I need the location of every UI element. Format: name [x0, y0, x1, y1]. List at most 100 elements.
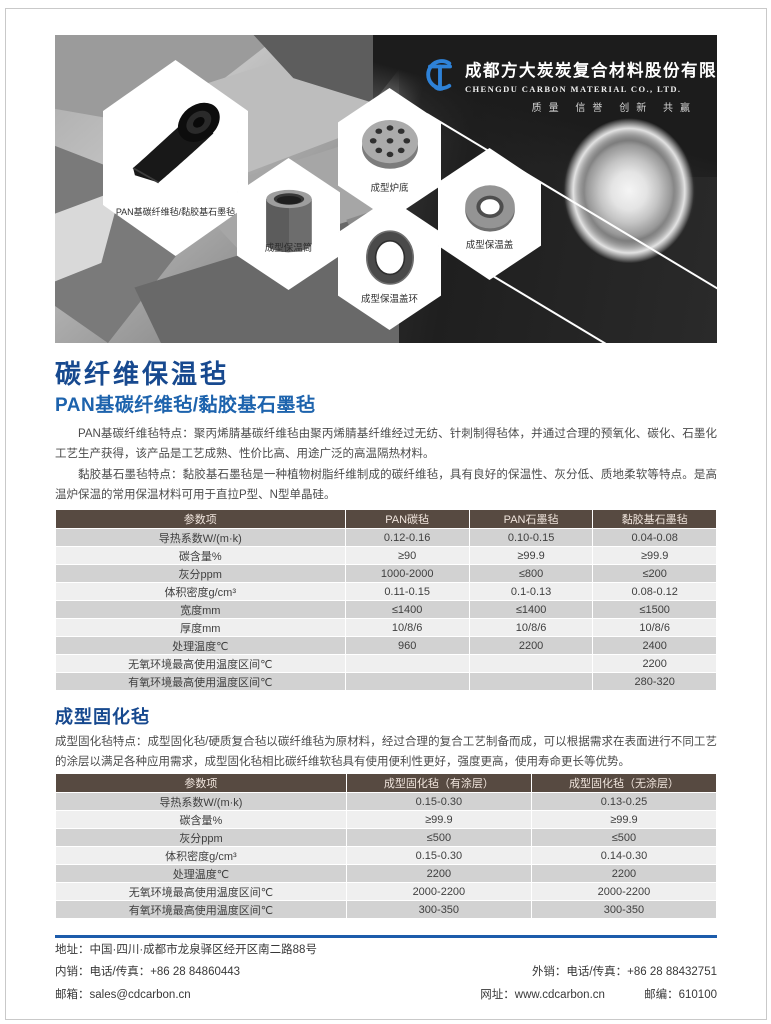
value-cell: 0.15-0.30: [345, 846, 532, 865]
company-logo-icon: [426, 59, 452, 91]
param-cell: 导热系数W/(m·k): [55, 528, 346, 547]
value-cell: [468, 654, 594, 673]
value-cell: [344, 654, 470, 673]
footer: 地址：中国·四川·成都市龙泉驿区经开区南二路88号 内销：电话/传真：+86 2…: [55, 944, 717, 1011]
table-row: 碳含量% ≥90 ≥99.9 ≥99.9: [55, 546, 717, 565]
param-cell: 灰分ppm: [55, 828, 347, 847]
value-cell: 0.04-0.08: [592, 528, 717, 547]
product-image-dark-ring: [365, 230, 414, 285]
section2-title: 成型固化毡: [55, 707, 150, 727]
table-row: 处理温度℃ 960 2200 2400: [55, 636, 717, 655]
section1-paragraph-1: PAN基碳纤维毡特点：聚丙烯腈基碳纤维毡由聚丙烯腈基纤维经过无纺、针刺制得毡体，…: [55, 428, 717, 461]
section2-spec-table: 参数项 成型固化毡（有涂层） 成型固化毡（无涂层） 导热系数W/(m·k) 0.15-…: [55, 773, 718, 919]
value-cell: 0.11-0.15: [344, 582, 470, 601]
column-header: 参数项: [55, 509, 346, 529]
value-cell: [468, 672, 594, 691]
product-label: PAN基碳纤维毡/黏胶基石墨毡: [115, 207, 236, 217]
table-row: 处理温度℃ 2200 2200: [55, 864, 718, 883]
value-cell: ≤800: [468, 564, 594, 583]
value-cell: 2200: [345, 864, 532, 883]
column-header: 成型固化毡（有涂层）: [345, 773, 532, 793]
value-cell: 2000-2200: [345, 882, 532, 901]
param-cell: 处理温度℃: [55, 636, 346, 655]
column-header: PAN石墨毡: [468, 509, 594, 529]
param-cell: 碳含量%: [55, 810, 347, 829]
page-title: 碳纤维保温毡: [55, 359, 230, 389]
product-image-cylinder: [265, 189, 312, 253]
table-row: 体积密度g/cm³ 0.15-0.30 0.14-0.30: [55, 846, 718, 865]
param-cell: 宽度mm: [55, 600, 346, 619]
value-cell: 0.13-0.25: [530, 792, 718, 811]
value-cell: 1000-2000: [344, 564, 470, 583]
product-image-perforated-disc: [361, 120, 418, 169]
param-cell: 有氧环境最高使用温度区间℃: [55, 672, 346, 691]
section1-subtitle: PAN基碳纤维毡/黏胶基石墨毡: [55, 395, 316, 416]
value-cell: 960: [344, 636, 470, 655]
value-cell: 2200: [530, 864, 718, 883]
table-row: 有氧环境最高使用温度区间℃ 280-320: [55, 672, 717, 691]
param-cell: 体积密度g/cm³: [55, 846, 347, 865]
product-label: 成型炉底: [370, 183, 409, 194]
hero-banner: 成都方大炭炭复合材料股份有限公司 CHENGDU CARBON MATERIAL…: [55, 35, 717, 343]
table-row: 无氧环境最高使用温度区间℃ 2000-2200 2000-2200: [55, 882, 718, 901]
value-cell: ≤1400: [468, 600, 594, 619]
value-cell: ≥99.9: [592, 546, 717, 565]
value-cell: ≥99.9: [468, 546, 594, 565]
section1-spec-table-wrap: 参数项 PAN碳毡 PAN石墨毡 黏胶基石墨毡 导热系数W/(m·k) 0.12-0.1…: [55, 509, 717, 691]
table-header-row: 参数项 成型固化毡（有涂层） 成型固化毡（无涂层）: [55, 773, 718, 793]
table-row: 碳含量% ≥99.9 ≥99.9: [55, 810, 718, 829]
value-cell: 300-350: [345, 900, 532, 919]
footer-export-phone: 外销：电话/传真：+86 28 88432751: [531, 966, 717, 979]
value-cell: 300-350: [530, 900, 718, 919]
column-header: 成型固化毡（无涂层）: [530, 773, 718, 793]
column-header: 参数项: [55, 773, 347, 793]
param-cell: 碳含量%: [55, 546, 346, 565]
param-cell: 有氧环境最高使用温度区间℃: [55, 900, 347, 919]
value-cell: 2000-2200: [530, 882, 718, 901]
value-cell: 10/8/6: [592, 618, 717, 637]
footer-address: 地址：中国·四川·成都市龙泉驿区经开区南二路88号: [55, 944, 317, 956]
value-cell: 0.15-0.30: [345, 792, 532, 811]
footer-postcode: 邮编：610100: [644, 988, 717, 1001]
param-cell: 无氧环境最高使用温度区间℃: [55, 654, 346, 673]
value-cell: 10/8/6: [468, 618, 594, 637]
value-cell: ≥90: [344, 546, 470, 565]
value-cell: ≤200: [592, 564, 717, 583]
section2-paragraph: 成型固化毡特点：成型固化毡/硬质复合毡以碳纤维毡为原材料，经过合理的复合工艺制备…: [55, 736, 717, 769]
footer-email: 邮箱：sales@cdcarbon.cn: [55, 988, 191, 1001]
product-image-gray-ring: [464, 185, 515, 232]
value-cell: ≤500: [345, 828, 532, 847]
section2-spec-table-wrap: 参数项 成型固化毡（有涂层） 成型固化毡（无涂层） 导热系数W/(m·k) 0.15-…: [55, 773, 718, 919]
value-cell: ≤1500: [592, 600, 717, 619]
footer-website: 网址：www.cdcarbon.cn: [480, 988, 605, 1001]
param-cell: 导热系数W/(m·k): [55, 792, 347, 811]
table-row: 厚度mm 10/8/6 10/8/6 10/8/6: [55, 618, 717, 637]
table-row: 体积密度g/cm³ 0.11-0.15 0.1-0.13 0.08-0.12: [55, 582, 717, 601]
value-cell: 2200: [468, 636, 594, 655]
column-header: PAN碳毡: [344, 509, 470, 529]
table-row: 导热系数W/(m·k) 0.15-0.30 0.13-0.25: [55, 792, 718, 811]
value-cell: [344, 672, 470, 691]
param-cell: 体积密度g/cm³: [55, 582, 346, 601]
value-cell: ≥99.9: [530, 810, 718, 829]
value-cell: ≥99.9: [345, 810, 532, 829]
table-header-row: 参数项 PAN碳毡 PAN石墨毡 黏胶基石墨毡: [55, 509, 717, 529]
table-row: 灰分ppm ≤500 ≤500: [55, 828, 718, 847]
value-cell: ≤500: [530, 828, 718, 847]
table-row: 无氧环境最高使用温度区间℃ 2200: [55, 654, 717, 673]
value-cell: 0.14-0.30: [530, 846, 718, 865]
value-cell: 2200: [592, 654, 717, 673]
section2-description: 成型固化毡特点：成型固化毡/硬质复合毡以碳纤维毡为原材料，经过合理的复合工艺制备…: [55, 732, 717, 773]
value-cell: 2400: [592, 636, 717, 655]
param-cell: 厚度mm: [55, 618, 346, 637]
footer-divider: [55, 935, 717, 938]
param-cell: 灰分ppm: [55, 564, 346, 583]
product-label: 成型保温盖环: [360, 294, 418, 305]
param-cell: 无氧环境最高使用温度区间℃: [55, 882, 347, 901]
footer-domestic-phone: 内销：电话/传真：+86 28 84860443: [55, 966, 241, 979]
value-cell: ≤1400: [344, 600, 470, 619]
value-cell: 0.08-0.12: [592, 582, 717, 601]
value-cell: 0.10-0.15: [468, 528, 594, 547]
section1-paragraph-2: 黏胶基石墨毡特点：黏胶基石墨毡是一种植物树脂纤维制成的碳纤维毡，具有良好的保温性…: [55, 468, 717, 502]
